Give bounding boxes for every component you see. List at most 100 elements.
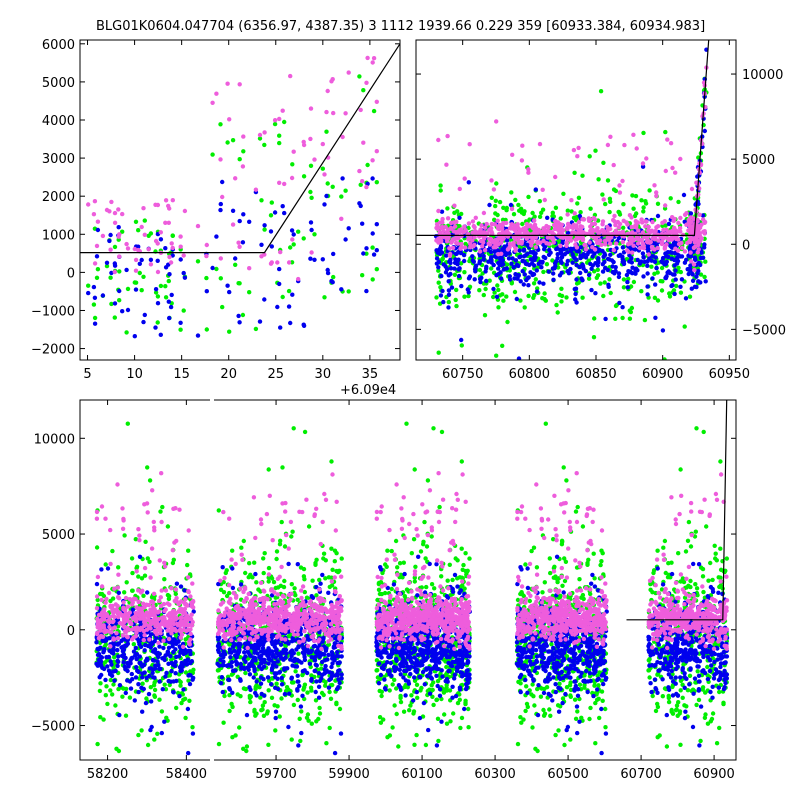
data-point [626, 242, 631, 247]
data-point [607, 209, 612, 215]
data-point [553, 205, 559, 210]
data-point [533, 187, 538, 192]
data-point [532, 263, 537, 268]
data-point [252, 707, 257, 713]
data-point [590, 263, 595, 268]
data-point [218, 256, 223, 261]
data-point [673, 277, 678, 282]
data-point [169, 292, 174, 298]
data-point [522, 209, 527, 214]
data-point [551, 222, 557, 228]
data-point [306, 718, 311, 723]
y-tick-label: 10000 [742, 68, 783, 83]
data-point [459, 337, 464, 343]
data-point [621, 250, 627, 255]
data-point [615, 219, 621, 225]
data-point [597, 715, 602, 721]
data-point [112, 655, 117, 660]
data-point [240, 164, 246, 169]
data-point [227, 117, 232, 122]
data-point [603, 725, 608, 730]
data-point [170, 198, 175, 203]
data-point [254, 580, 259, 585]
data-point [454, 303, 459, 309]
data-point [448, 260, 453, 266]
data-point [459, 343, 464, 348]
data-point [364, 184, 369, 190]
data-point [537, 280, 542, 285]
data-point [682, 249, 688, 254]
data-point [116, 225, 121, 230]
data-point [330, 682, 335, 688]
data-point [552, 261, 558, 266]
data-point [576, 145, 581, 151]
data-point [509, 206, 515, 212]
data-point [282, 210, 287, 216]
data-point [586, 791, 590, 795]
data-point [666, 221, 672, 227]
data-point [461, 562, 466, 568]
data-point [482, 225, 488, 230]
data-point [309, 688, 314, 693]
data-point [639, 289, 644, 294]
data-point [132, 246, 137, 252]
data-point [176, 672, 182, 677]
data-point [269, 200, 274, 205]
data-point [434, 256, 440, 261]
data-point [262, 551, 267, 556]
data-point [499, 251, 504, 256]
data-point [218, 587, 224, 592]
data-point [664, 253, 669, 259]
data-point [305, 690, 310, 695]
data-point [325, 181, 330, 186]
data-point [450, 245, 456, 251]
data-point [160, 504, 165, 510]
data-point [557, 681, 562, 686]
data-point [141, 274, 146, 279]
data-point [409, 551, 414, 556]
data-point [125, 286, 131, 292]
data-point [611, 259, 616, 265]
data-point [416, 784, 420, 788]
data-point [616, 235, 622, 241]
panel-bottom: 58200 58400 59700 59900 60100 60300 60500 60700… [31, 398, 737, 795]
data-point [158, 237, 164, 242]
data-point [684, 222, 689, 227]
data-point [593, 148, 598, 153]
data-point [505, 319, 510, 325]
data-point [166, 203, 171, 209]
data-point [553, 732, 558, 738]
data-point [701, 429, 706, 435]
data-point [262, 297, 267, 302]
data-point [582, 685, 587, 690]
data-point [477, 249, 483, 254]
data-point [473, 266, 478, 271]
y-tick-label: 1000 [42, 228, 75, 243]
data-point [534, 268, 539, 273]
data-point [501, 298, 506, 303]
data-point [100, 233, 106, 239]
data-point [339, 556, 344, 561]
data-point [640, 251, 646, 256]
data-point [262, 130, 267, 135]
data-point [519, 158, 525, 163]
data-point [574, 262, 579, 268]
data-point [365, 181, 370, 186]
data-point [108, 247, 113, 252]
data-point [95, 741, 100, 747]
data-point [678, 742, 683, 747]
data-point [378, 720, 384, 725]
data-point [593, 741, 598, 746]
data-point [690, 272, 695, 277]
data-point [268, 229, 274, 234]
data-point [668, 141, 674, 146]
data-point [314, 593, 319, 598]
data-point [241, 134, 246, 139]
data-point [705, 664, 710, 670]
data-point [629, 238, 634, 243]
data-point [109, 301, 114, 307]
data-point [100, 293, 106, 298]
data-point [456, 267, 461, 272]
data-point [523, 261, 529, 266]
data-point [329, 79, 334, 84]
